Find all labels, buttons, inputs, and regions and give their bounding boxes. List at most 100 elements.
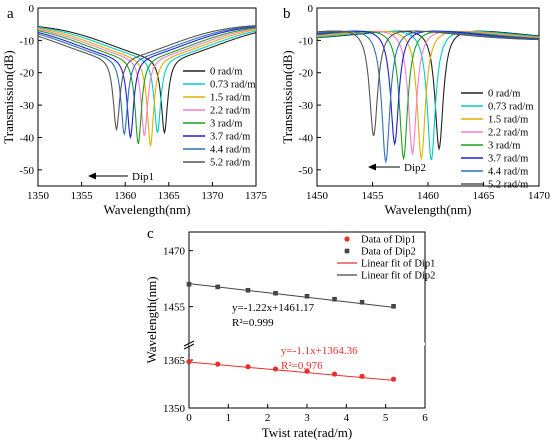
- a-y-tick-label: -10: [19, 35, 34, 47]
- a-x-tick-label: 1365: [158, 190, 181, 202]
- c-legend-label: Data of Dip2: [361, 247, 416, 258]
- b-x-tick-label: 1465: [473, 190, 496, 202]
- c-point-dip2: [359, 299, 365, 305]
- dip2-fit-equation: y=-1.22x+1461.17: [232, 302, 315, 314]
- c-point-dip1: [331, 371, 338, 377]
- c-x-tick-label: 2: [265, 412, 271, 424]
- c-y-tick-label: 1350: [163, 403, 186, 415]
- a-series-1: [38, 26, 257, 134]
- axis-break-marker: [183, 340, 195, 350]
- a-x-tick-label: 1375: [245, 190, 268, 202]
- b-x-tick-label: 1450: [306, 190, 329, 202]
- panel-c: c 1350 1365 1455 1470 0 1 2 3 4 5 6 Data of Dip1D…: [144, 226, 435, 440]
- c-point-dip2: [186, 281, 192, 287]
- a-series-6: [37, 25, 257, 136]
- panel-c-letter: c: [147, 226, 154, 242]
- b-legend-label: 3.7 rad/m: [488, 154, 528, 165]
- c-point-dip2: [391, 303, 396, 309]
- c-x-tick-label: 1: [226, 412, 232, 424]
- a-legend-label: 5.2 rad/m: [210, 158, 250, 169]
- a-series-3: [37, 28, 257, 137]
- b-y-tick-label: -50: [298, 165, 313, 177]
- dip1-label: Dip1: [132, 171, 154, 183]
- b-x-tick-label: 1455: [362, 190, 385, 202]
- b-y-tick-label: -30: [298, 100, 313, 112]
- c-point-dip2: [273, 290, 278, 296]
- a-y-tick-label: -40: [19, 132, 34, 144]
- panel-b-xlabel: Wavelength(nm): [384, 202, 471, 217]
- a-legend-label: 0 rad/m: [210, 67, 242, 78]
- c-legend-marker: [344, 248, 350, 254]
- c-x-tick-label: 6: [422, 412, 428, 424]
- b-legend-label: 1.5 rad/m: [488, 115, 528, 126]
- b-legend-label: 5.2 rad/m: [488, 180, 528, 191]
- panel-a-ylabel: Transmission(dB): [1, 50, 16, 143]
- a-series-7: [37, 25, 257, 132]
- c-point-dip1: [390, 376, 397, 382]
- dip2-label: Dip2: [404, 162, 426, 174]
- dip1-fit-equation: y=-1.1x+1364.36: [281, 345, 358, 357]
- c-x-tick-label: 3: [304, 412, 310, 424]
- c-legend-label: Data of Dip1: [361, 235, 416, 246]
- panel-b-letter: b: [283, 6, 291, 22]
- b-y-tick-label: -20: [298, 68, 313, 80]
- dip1-arrow: [88, 172, 128, 180]
- c-point-dip1: [186, 359, 192, 365]
- a-x-tick-label: 1360: [114, 190, 137, 202]
- a-legend-label: 1.5 rad/m: [210, 93, 250, 104]
- a-legend-label: 4.4 rad/m: [210, 145, 250, 156]
- c-point-dip1: [304, 368, 310, 374]
- a-y-tick-label: 0: [29, 3, 35, 15]
- c-legend-fit-label: Linear fit of Dip1: [361, 259, 435, 270]
- c-x-tick-label: 4: [344, 412, 350, 424]
- b-y-tick-label: -40: [298, 132, 313, 144]
- a-y-tick-label: -30: [19, 100, 34, 112]
- c-point-dip2: [332, 296, 337, 302]
- a-x-tick-label: 1350: [27, 190, 50, 202]
- b-legend-label: 4.4 rad/m: [488, 167, 528, 178]
- b-x-tick-label: 1470: [528, 190, 550, 202]
- c-legend-fit-label: Linear fit of Dip2: [361, 271, 435, 282]
- dip1-fit-r2: R²=0.976: [281, 360, 323, 372]
- b-y-tick-label: -10: [298, 35, 313, 47]
- c-x-tick-label: 0: [186, 412, 192, 424]
- a-y-tick-label: -50: [19, 165, 34, 177]
- panel-b: b 0-10-20-30-40-50 1450 1455 1460 1465 1470 …: [280, 3, 550, 217]
- a-legend-label: 2.2 rad/m: [210, 106, 250, 117]
- c-x-tick-label: 5: [383, 412, 389, 424]
- c-point-dip1: [359, 373, 365, 379]
- a-series-5: [37, 26, 256, 140]
- a-y-tick-label: -20: [19, 68, 34, 80]
- c-y-tick-label: 1455: [163, 302, 186, 314]
- panel-b-ylabel: Transmission(dB): [280, 50, 295, 143]
- a-legend-label: 3 rad/m: [210, 119, 242, 130]
- b-y-tick-label: 0: [308, 3, 314, 15]
- c-fit-line-0: [188, 361, 394, 381]
- panel-a-frame: [37, 7, 257, 187]
- c-point-dip1: [272, 366, 279, 372]
- b-x-tick-label: 1460: [417, 190, 440, 202]
- c-fit-line-1: [188, 283, 394, 308]
- c-y-tick-label: 1470: [163, 246, 186, 258]
- b-legend-label: 0 rad/m: [488, 89, 520, 100]
- panel-c-xlabel: Twist rate(rad/m): [262, 425, 352, 440]
- a-x-tick-label: 1355: [71, 190, 94, 202]
- c-point-dip2: [215, 284, 221, 290]
- panel-a-xlabel: Wavelength(nm): [103, 202, 190, 217]
- b-series-1: [317, 30, 540, 160]
- c-y-tick-label: 1365: [163, 355, 186, 367]
- panel-a: a 0 -10 -20 -30 -40 -50 1350 1355 1360 1365 1370 1…: [1, 3, 268, 217]
- b-legend-label: 3 rad/m: [488, 141, 520, 152]
- b-series-2: [317, 30, 540, 161]
- dip2-arrow: [368, 163, 400, 171]
- c-point-dip2: [304, 293, 310, 299]
- a-x-tick-label: 1370: [201, 190, 224, 202]
- b-series-7: [317, 30, 539, 136]
- c-legend-marker: [344, 236, 350, 242]
- c-point-dip1: [215, 361, 221, 367]
- a-series-0: [38, 26, 257, 135]
- panel-a-letter: a: [7, 6, 14, 22]
- b-legend-label: 2.2 rad/m: [488, 128, 528, 139]
- a-legend-label: 3.7 rad/m: [210, 132, 250, 143]
